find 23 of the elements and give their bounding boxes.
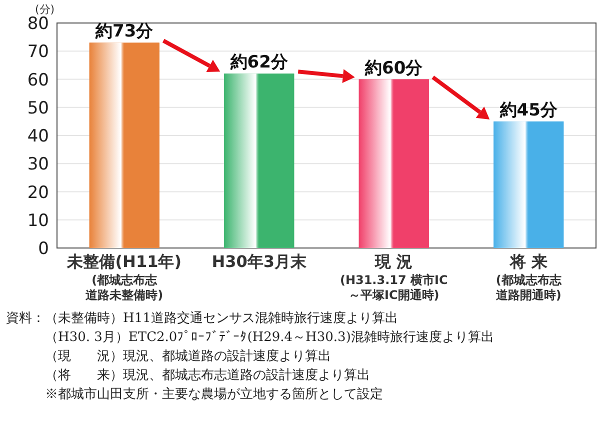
data-label: 約73分 bbox=[94, 22, 154, 42]
x-tick-label: 現 況 (H31.3.17 横市IC ～平塚IC開通時) bbox=[340, 252, 448, 302]
y-tick-label: 70 bbox=[27, 42, 49, 62]
y-tick-label: 20 bbox=[27, 182, 49, 203]
y-tick-label: 80 bbox=[27, 14, 49, 34]
data-label: 約62分 bbox=[229, 52, 289, 73]
text: ※都城市山田支所・主要な農場が立地する箇所として設定 bbox=[45, 386, 383, 402]
x-tick-label: H30年3月末 bbox=[212, 252, 308, 271]
y-tick-label: 60 bbox=[27, 70, 49, 90]
y-axis-title: (分) bbox=[35, 3, 55, 16]
x-tick-label: 未整備(H11年) (都城志布志道路未整備時) bbox=[66, 252, 182, 302]
y-tick-label: 0 bbox=[38, 239, 49, 259]
text: 資料：（未整備時）H11道路交通センサス混雑時旅行速度より算出 bbox=[6, 310, 398, 326]
y-tick-label: 30 bbox=[27, 154, 49, 175]
text: （現 況）現況、都城道路の設計速度より算出 bbox=[45, 348, 331, 364]
text: （H30. 3月）ETC2.0ﾌﾟﾛｰﾌﾞﾃﾞｰﾀ(H29.4～H30.3)混雑時旅行速度より算出 bbox=[45, 329, 494, 345]
y-tick-label: 50 bbox=[27, 98, 49, 118]
y-tick-label: 40 bbox=[27, 126, 49, 146]
x-tick-label: 将 来 (都城志布志道路開通時) bbox=[494, 252, 562, 302]
y-tick-label: 10 bbox=[27, 210, 49, 231]
data-label: 約45分 bbox=[498, 100, 558, 120]
text: （将 来）現況、都城志布志道路の設計速度より算出 bbox=[45, 367, 370, 383]
data-label: 約60分 bbox=[364, 58, 424, 78]
